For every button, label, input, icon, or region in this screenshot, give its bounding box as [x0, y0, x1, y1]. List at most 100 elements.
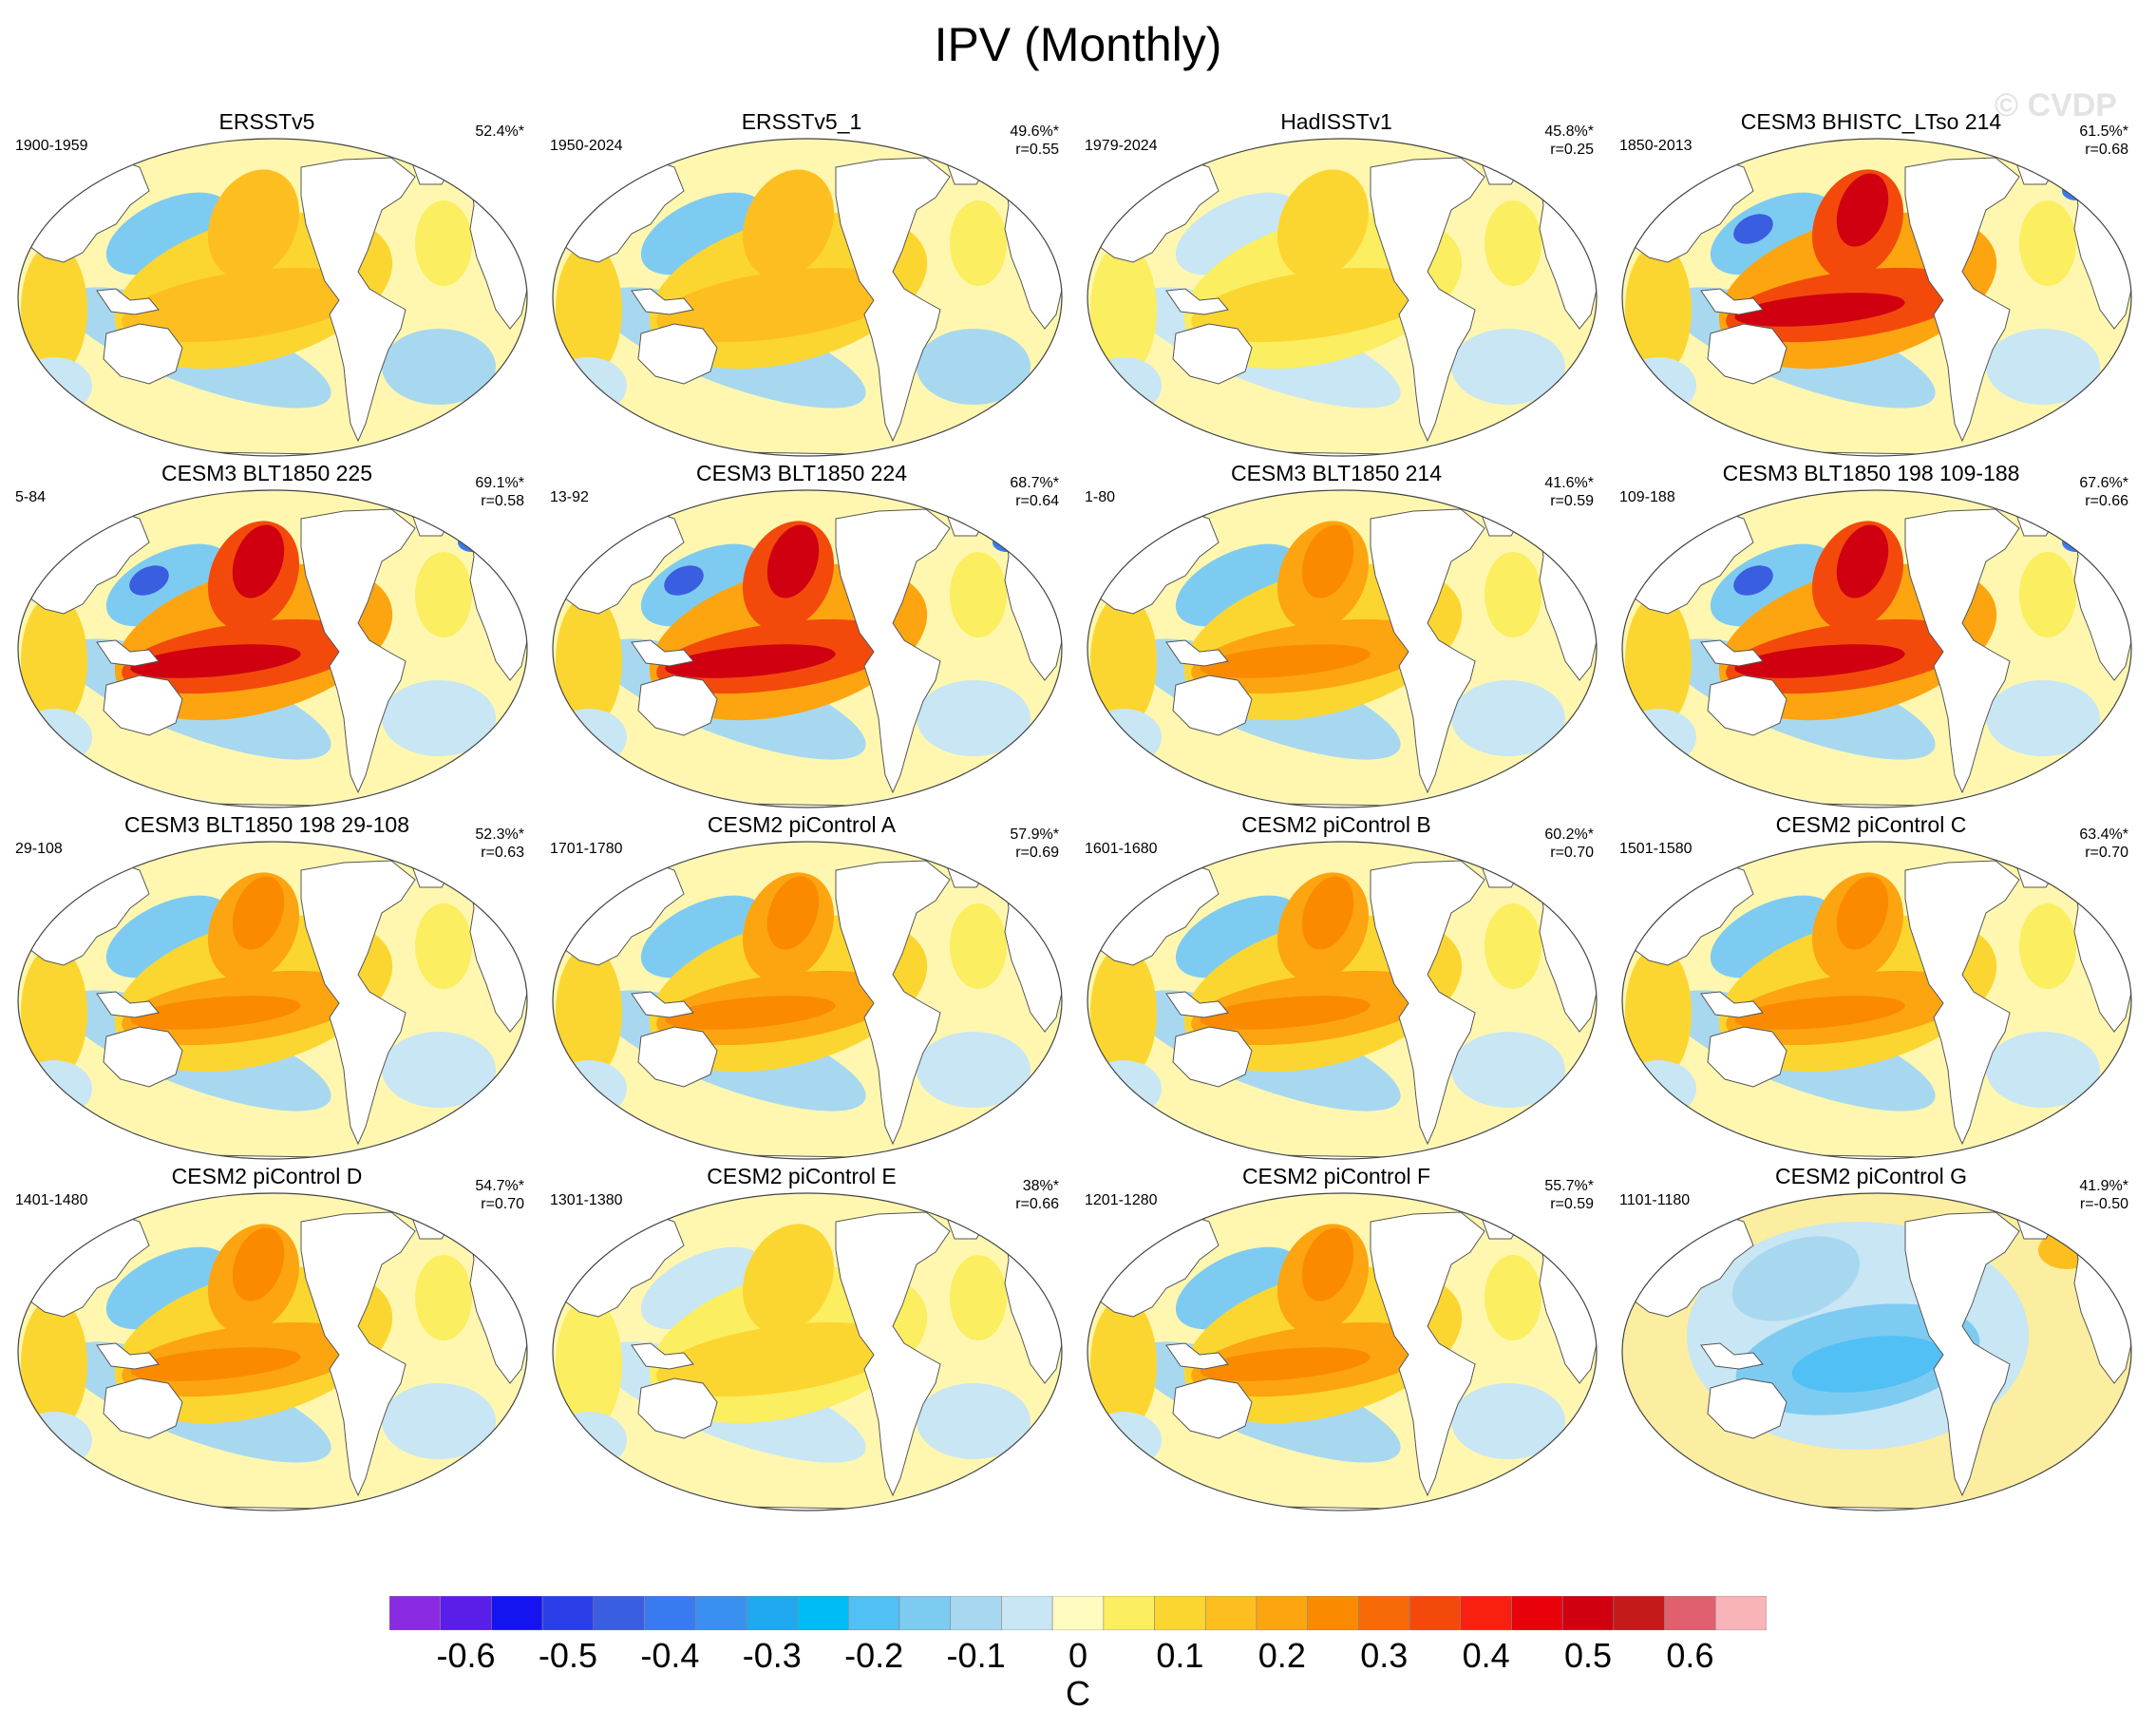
land-australia [103, 323, 183, 385]
land-indonesia [96, 1342, 160, 1370]
colorbar-tick-label: 0.5 [1564, 1636, 1613, 1675]
anomaly-region [1087, 1412, 1162, 1469]
map-border [1621, 841, 2132, 1160]
anomaly-region [1836, 524, 1889, 598]
colorbar-swatch [1460, 1596, 1512, 1630]
panel-pattern-correlation: r=0.63 [481, 845, 524, 861]
colorbar-swatch [694, 1596, 747, 1630]
panel-title: CESM2 piControl C [1775, 812, 1967, 837]
colorbar-swatch [541, 1596, 595, 1630]
colorbar-tick-label: 0.4 [1462, 1636, 1510, 1675]
map-plot [17, 1192, 528, 1511]
panel-title: HadISSTv1 [1280, 109, 1392, 134]
panel-percent-variance: 41.6%* [1544, 475, 1594, 491]
panel-pattern-correlation: r=0.59 [1550, 1196, 1594, 1212]
map-plot [1621, 489, 2132, 808]
land-america [1370, 860, 1485, 1146]
anomaly-region [556, 595, 622, 728]
land-america [1904, 860, 2020, 1146]
anomaly-region [1733, 565, 1773, 596]
anomaly-region [18, 357, 92, 414]
map-panel: CESM3 BLT1850 214 1-80 41.6%* r=0.59 [1069, 461, 1603, 812]
panel-percent-variance: 45.8%* [1544, 124, 1594, 140]
colorbar-swatch [1154, 1596, 1206, 1630]
land-indonesia [96, 288, 160, 315]
anomaly-region [1622, 709, 1696, 766]
land-australia [1172, 674, 1253, 736]
anomaly-region [2019, 200, 2076, 286]
panel-pattern-correlation: r=0.25 [1550, 142, 1594, 158]
panel-title: CESM3 BLT1850 198 109-188 [1722, 461, 2020, 485]
anomaly-region [1301, 876, 1354, 950]
panel-pattern-correlation: r=0.66 [1015, 1196, 1059, 1212]
anomaly-region [556, 243, 622, 376]
map-border [1621, 138, 2132, 457]
panel-pattern-correlation: r=-0.50 [2079, 1196, 2128, 1212]
panel-pattern-correlation: r=0.55 [1015, 142, 1059, 158]
anomaly-region [18, 1060, 92, 1117]
anomaly-region [556, 1298, 622, 1431]
panel-period: 29-108 [15, 841, 63, 857]
land-indonesia [96, 639, 160, 667]
anomaly-region [232, 524, 285, 598]
anomaly-region [1277, 169, 1370, 279]
colorbar-tick-label: -0.1 [946, 1636, 1006, 1675]
colorbar-tick-label: -0.4 [640, 1636, 700, 1675]
anomaly-region [1733, 214, 1773, 244]
anomaly-region [1451, 680, 1565, 756]
land-america [1904, 1211, 2020, 1497]
map-panel: ERSSTv5_1 1950-2024 49.6%* r=0.55 [535, 109, 1069, 461]
panel-percent-variance: 52.3%* [475, 826, 524, 843]
anomaly-region [917, 1383, 1031, 1459]
anomaly-region [766, 876, 820, 950]
anomaly-region [950, 200, 1007, 286]
panel-period: 1900-1959 [15, 138, 88, 154]
anomaly-region [1836, 173, 1889, 247]
panel-period: 1-80 [1085, 489, 1116, 505]
anomaly-region [382, 1032, 496, 1108]
colorbar-tick-label: -0.5 [538, 1636, 597, 1675]
land-australia [1707, 1378, 1787, 1439]
map-panel: CESM2 piControl B 1601-1680 60.2%* r=0.70 [1069, 812, 1603, 1164]
anomaly-region [1622, 1060, 1696, 1117]
anomaly-region [1622, 357, 1696, 414]
map-border [1621, 1192, 2132, 1511]
anomaly-region [1734, 644, 1905, 678]
land-america [1904, 157, 2020, 443]
anomaly-region [742, 1224, 835, 1334]
panel-pattern-correlation: r=0.58 [481, 493, 524, 509]
panel-percent-variance: 57.9%* [1010, 826, 1059, 843]
anomaly-region [21, 946, 87, 1079]
anomaly-region [1986, 329, 2100, 405]
colorbar-unit: C [1066, 1674, 1090, 1713]
anomaly-region [1087, 357, 1162, 414]
anomaly-region [1200, 996, 1371, 1030]
colorbar-swatch [440, 1596, 492, 1630]
colorbar-tick-label: 0.2 [1258, 1636, 1306, 1675]
anomaly-region [1485, 200, 1541, 286]
panel-pattern-correlation: r=0.68 [2085, 142, 2128, 158]
map-panel: CESM2 piControl C 1501-1580 63.4%* r=0.70 [1604, 812, 2138, 1164]
land-indonesia [1700, 1342, 1764, 1370]
anomaly-region [950, 552, 1007, 637]
anomaly-region [1191, 267, 1436, 343]
colorbar-swatch [1103, 1596, 1155, 1630]
panel-title: CESM3 BHISTC_LTso 214 [1740, 109, 2002, 134]
anomaly-region [665, 996, 836, 1030]
anomaly-region [665, 644, 836, 678]
anomaly-region [950, 1255, 1007, 1340]
colorbar-swatch [644, 1596, 696, 1630]
anomaly-region [1301, 524, 1354, 598]
colorbar-swatch [1664, 1596, 1716, 1630]
map-plot [17, 489, 528, 808]
anomaly-region [1986, 680, 2100, 756]
anomaly-region [18, 1412, 92, 1469]
land-america [1904, 508, 2020, 794]
panel-period: 1701-1780 [550, 841, 623, 857]
anomaly-region [2019, 903, 2076, 989]
colorbar-swatch [1561, 1596, 1615, 1630]
anomaly-region [742, 169, 835, 279]
colorbar-tick-label: 0.3 [1360, 1636, 1409, 1675]
land-australia [1707, 674, 1787, 736]
land-america [1370, 508, 1485, 794]
